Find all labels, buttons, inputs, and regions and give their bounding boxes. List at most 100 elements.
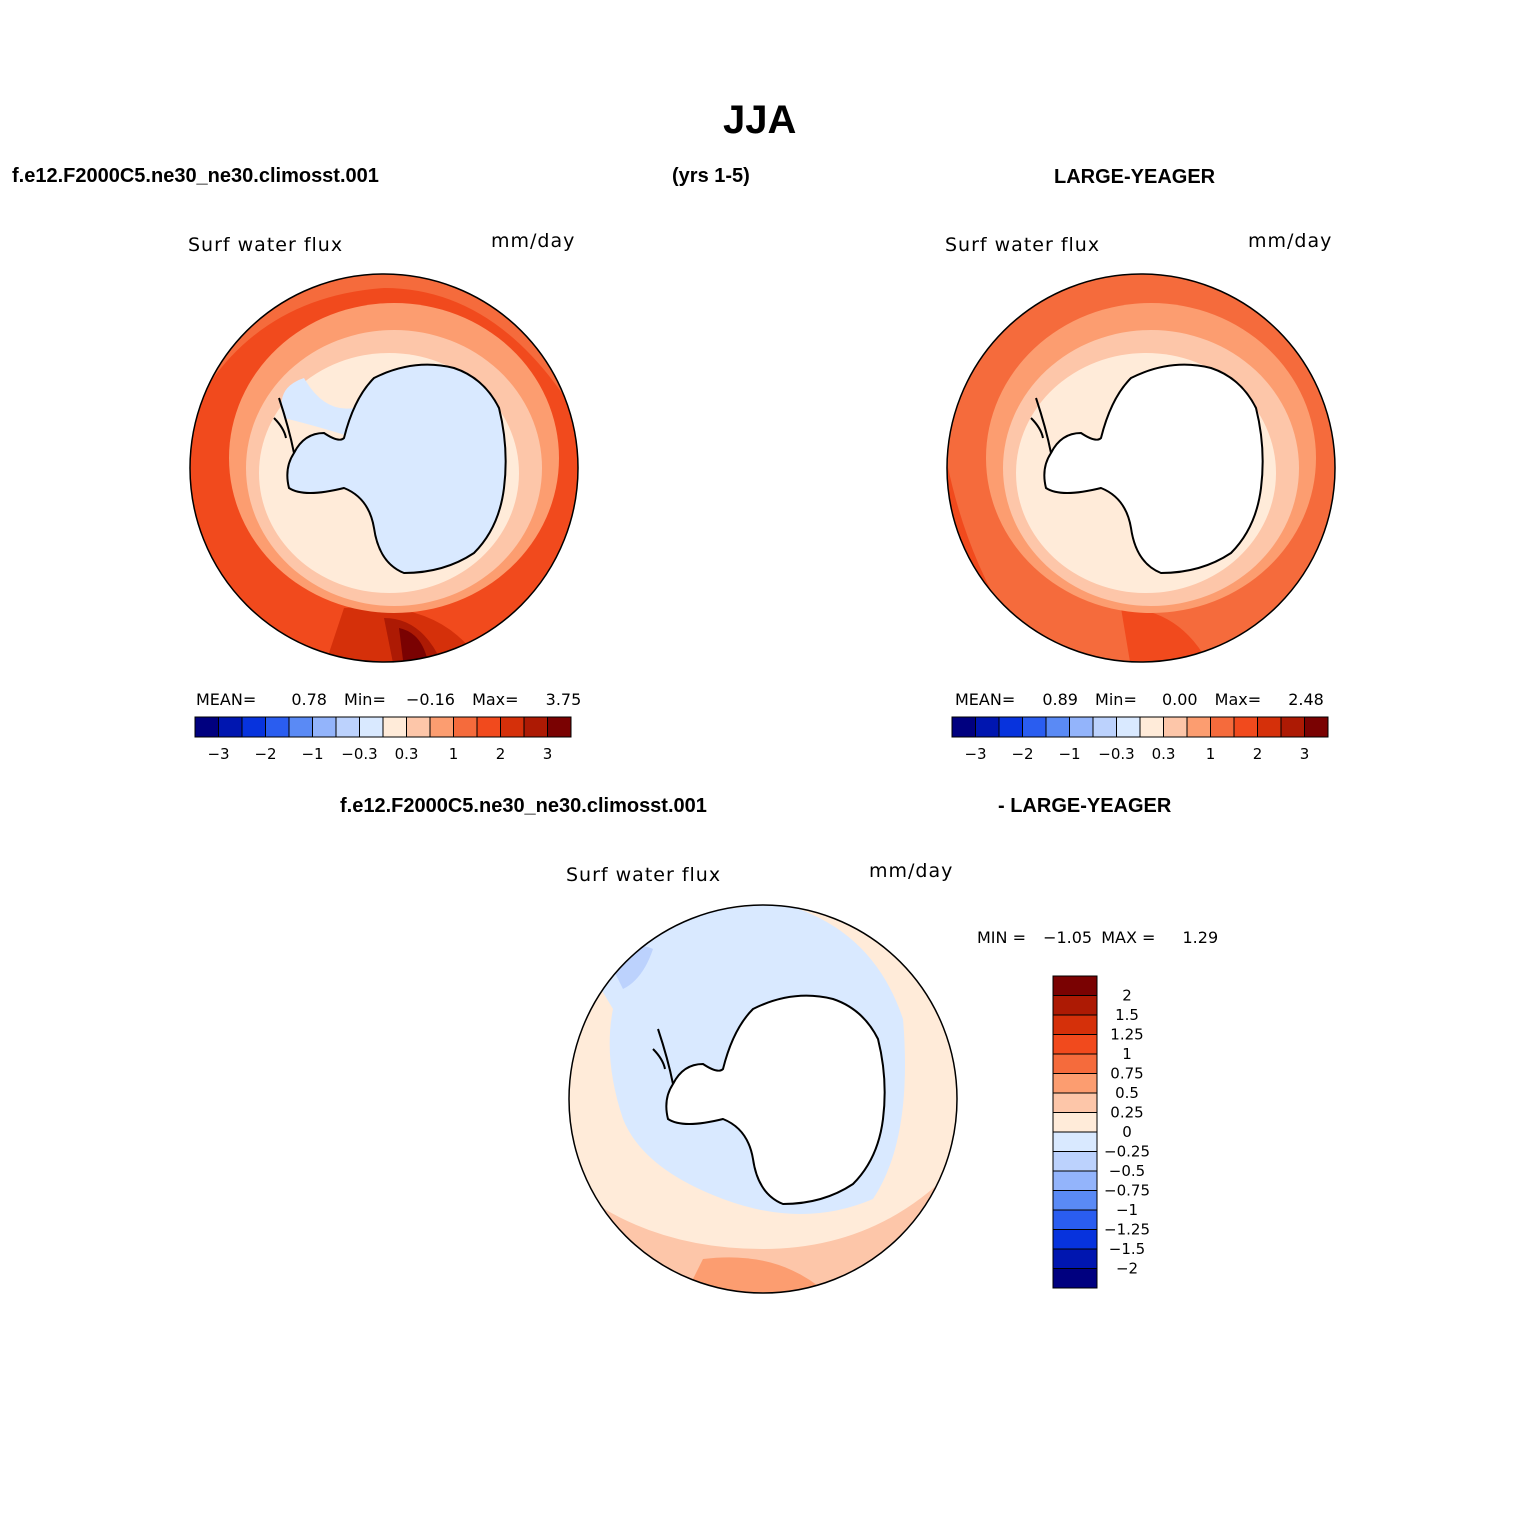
colorbar-swatch — [1052, 1170, 1098, 1191]
colorbar-tick-label: −2 — [1011, 745, 1033, 763]
colorbar-swatch — [194, 716, 219, 738]
colorbar-tick-label: 1 — [1122, 1045, 1132, 1063]
colorbar-swatch — [1092, 716, 1117, 738]
antarctica-outline — [286, 363, 507, 575]
min-label: Min= — [1095, 690, 1137, 709]
colorbar-tick-label: 2 — [1122, 987, 1132, 1005]
colorbar-swatch — [1069, 716, 1094, 738]
colorbar-swatch — [1052, 975, 1098, 996]
min-value: −0.16 — [405, 690, 455, 709]
colorbar-tick-label: 1.5 — [1115, 1006, 1139, 1024]
years-label: (yrs 1-5) — [672, 165, 750, 187]
colorbar-swatch — [265, 716, 290, 738]
colorbar-tick-label: −1.5 — [1109, 1240, 1145, 1258]
colorbar-swatch — [1045, 716, 1070, 738]
page-title: JJA — [723, 98, 797, 142]
max-value: 1.29 — [1182, 928, 1219, 947]
colorbar-swatch — [429, 716, 454, 738]
mean-label: MEAN= — [196, 690, 257, 709]
colorbar-swatch — [1022, 716, 1047, 738]
colorbar-tick-label: −1 — [301, 745, 323, 763]
colorbar-tick-label: −0.75 — [1104, 1182, 1150, 1200]
colorbar-panel-1: −3 −2 −1 −0.3 0.3 1 2 3 — [194, 716, 572, 763]
colorbar-tick-label: −1 — [1058, 745, 1080, 763]
colorbar-swatch — [500, 716, 525, 738]
mean-label: MEAN= — [955, 690, 1016, 709]
variable-label-panel-2: Surf water flux — [945, 234, 1101, 256]
colorbar-swatch — [1280, 716, 1305, 738]
stats-panel-3: MIN = −1.05 MAX = 1.29 — [977, 928, 1218, 947]
colorbar-swatch — [1052, 1014, 1098, 1035]
colorbar-tick-label: 0.5 — [1115, 1084, 1139, 1102]
colorbar-swatch — [1052, 1190, 1098, 1211]
colorbar-tick-label: 3 — [543, 745, 553, 763]
colorbar-swatch — [975, 716, 1000, 738]
stats-panel-1: MEAN= 0.78 Min= −0.16 Max= 3.75 — [196, 690, 581, 709]
mean-value: 0.89 — [1042, 690, 1078, 709]
colorbar-swatch — [1186, 716, 1211, 738]
mean-value: 0.78 — [291, 690, 327, 709]
colorbar-swatch — [312, 716, 337, 738]
colorbar-tick-label: −1 — [1116, 1201, 1138, 1219]
colorbar-swatch — [476, 716, 501, 738]
colorbar-swatch — [1139, 716, 1164, 738]
colorbar-swatch — [1052, 1073, 1098, 1094]
map-panel-3 — [568, 904, 958, 1294]
stats-panel-2: MEAN= 0.89 Min= 0.00 Max= 2.48 — [955, 690, 1324, 709]
colorbar-swatch — [1052, 1248, 1098, 1269]
map-panel-2 — [946, 273, 1336, 663]
colorbar-swatch — [1304, 716, 1329, 738]
colorbar-swatch — [1052, 1268, 1098, 1289]
colorbar-swatch — [359, 716, 384, 738]
colorbar-swatch — [1116, 716, 1141, 738]
colorbar-tick-label: 3 — [1300, 745, 1310, 763]
colorbar-swatch — [1052, 1053, 1098, 1074]
case-label-bottom-a: f.e12.F2000C5.ne30_ne30.climosst.001 — [340, 795, 707, 817]
colorbar-swatch — [1257, 716, 1282, 738]
colorbar-swatch — [1052, 1131, 1098, 1152]
colorbar-tick-label: −0.25 — [1104, 1143, 1150, 1161]
colorbar-swatch — [1233, 716, 1258, 738]
colorbar-swatch — [1052, 1034, 1098, 1055]
colorbar-tick-label: −3 — [964, 745, 986, 763]
colorbar-swatch — [406, 716, 431, 738]
max-value: 3.75 — [545, 690, 582, 709]
colorbar-tick-label: 2 — [1253, 745, 1263, 763]
min-value: −1.05 — [1043, 928, 1093, 947]
colorbar-tick-label: 2 — [496, 745, 506, 763]
colorbar-tick-label: 1 — [449, 745, 459, 763]
colorbar-swatch — [1052, 1229, 1098, 1250]
colorbar-swatch — [1052, 1092, 1098, 1113]
max-label: Max= — [1214, 690, 1262, 709]
units-label-panel-1: mm/day — [491, 230, 576, 252]
max-label: MAX = — [1101, 928, 1156, 947]
antarctica-outline — [665, 994, 886, 1206]
units-label-panel-2: mm/day — [1248, 230, 1333, 252]
colorbar-tick-label: 0 — [1122, 1123, 1132, 1141]
variable-label-panel-3: Surf water flux — [566, 864, 722, 886]
colorbar-tick-label: 1 — [1206, 745, 1216, 763]
colorbar-swatch — [1052, 1151, 1098, 1172]
min-label: Min= — [344, 690, 386, 709]
colorbar-panel-3: 21.5 1.251 0.750.5 0.250 −0.25−0.5 −0.75−1 −1.… — [1052, 975, 1150, 1289]
colorbar-swatch — [1210, 716, 1235, 738]
case-label-top-right: LARGE-YEAGER — [1054, 166, 1216, 188]
colorbar-tick-label: 1.25 — [1110, 1026, 1143, 1044]
min-value: 0.00 — [1161, 690, 1198, 709]
units-label-panel-3: mm/day — [869, 860, 954, 882]
max-value: 2.48 — [1288, 690, 1324, 709]
colorbar-swatch — [453, 716, 478, 738]
colorbar-tick-label: 0.3 — [1152, 745, 1176, 763]
colorbar-swatch — [288, 716, 313, 738]
colorbar-tick-label: −3 — [207, 745, 229, 763]
colorbar-panel-2: −3 −2 −1 −0.3 0.3 1 2 3 — [951, 716, 1329, 763]
colorbar-tick-label: 0.3 — [395, 745, 419, 763]
colorbar-tick-label: 0.75 — [1110, 1065, 1143, 1083]
colorbar-swatch — [998, 716, 1023, 738]
colorbar-tick-label: −0.5 — [1109, 1162, 1145, 1180]
colorbar-tick-label: 0.25 — [1110, 1104, 1143, 1122]
colorbar-swatch — [1163, 716, 1188, 738]
colorbar-swatch — [1052, 995, 1098, 1016]
antarctica-outline — [1043, 363, 1264, 575]
colorbar-swatch — [951, 716, 976, 738]
